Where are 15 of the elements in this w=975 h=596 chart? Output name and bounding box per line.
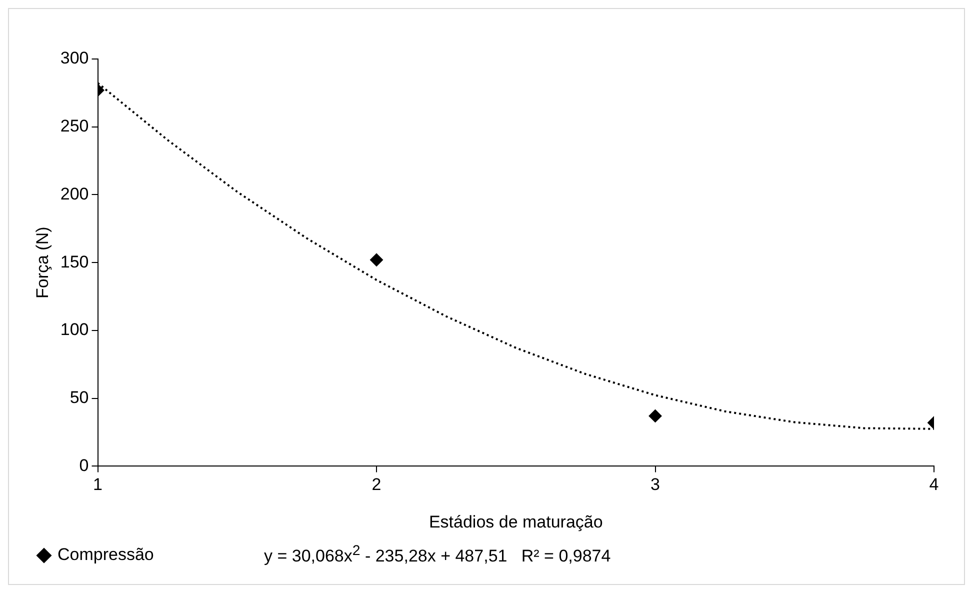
y-tick-label: 100 <box>60 320 89 340</box>
y-tick-label: 50 <box>70 388 89 408</box>
x-tick-label: 1 <box>93 475 102 494</box>
legend-label: Compressão <box>58 545 154 564</box>
y-axis-title: Força (N) <box>32 226 52 298</box>
y-tick-label: 300 <box>60 48 89 68</box>
x-tick-label: 2 <box>372 475 382 494</box>
y-tick-label: 250 <box>60 116 89 136</box>
x-tick-label: 4 <box>929 475 939 494</box>
x-tick-label: 3 <box>650 475 660 494</box>
y-tick-label: 200 <box>60 184 89 204</box>
text: y = 30,068x$^{2}$ - 235,28x + 487,51 R² = 0,9874 <box>264 543 611 567</box>
x-axis-title: Estádios de maturação <box>428 512 603 532</box>
y-tick-label: 150 <box>60 252 89 272</box>
y-tick-label: 0 <box>79 456 89 475</box>
